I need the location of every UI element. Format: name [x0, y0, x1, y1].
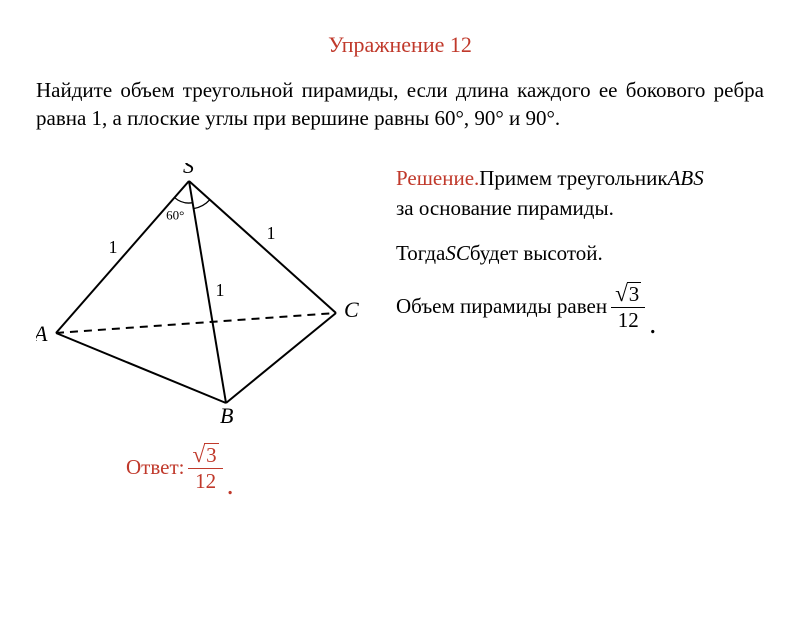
answer-denominator: 12: [191, 469, 220, 492]
answer-numerator: 3: [204, 443, 219, 466]
solution-line1-before: Примем треугольник: [479, 163, 667, 193]
svg-text:A: A: [36, 321, 48, 346]
volume-numerator: 3: [627, 282, 642, 305]
exercise-title: Упражнение 12: [0, 32, 800, 58]
solution-block: Решение. Примем треугольник ABS за основ…: [396, 163, 764, 345]
answer-label: Ответ:: [126, 455, 184, 480]
svg-text:S: S: [183, 163, 194, 178]
volume-denominator: 12: [614, 308, 643, 331]
answer-fraction: √3 12: [188, 443, 222, 492]
svg-text:C: C: [344, 297, 359, 322]
volume-fraction: √3 12: [611, 282, 645, 331]
segment-SC: SC: [445, 238, 470, 268]
svg-text:B: B: [220, 403, 233, 423]
problem-statement: Найдите объем треугольной пирамиды, если…: [36, 76, 764, 133]
svg-text:1: 1: [216, 280, 225, 300]
content-area: 60° 1 1 1 S A B C Решение. Примем треугольник A…: [36, 153, 764, 533]
solution-line1-after: за основание пирамиды.: [396, 193, 614, 223]
solution-line2-before: Тогда: [396, 238, 445, 268]
solution-heading: Решение.: [396, 163, 479, 193]
answer-block: Ответ: √3 12 .: [126, 443, 234, 492]
solution-line3: Объем пирамиды равен: [396, 291, 607, 321]
triangle-ABS: ABS: [668, 163, 704, 193]
svg-text:1: 1: [109, 237, 118, 257]
solution-line2-after: будет высотой.: [470, 238, 603, 268]
svg-text:1: 1: [267, 223, 276, 243]
svg-text:60°: 60°: [166, 207, 184, 222]
pyramid-diagram: 60° 1 1 1 S A B C: [36, 163, 366, 423]
